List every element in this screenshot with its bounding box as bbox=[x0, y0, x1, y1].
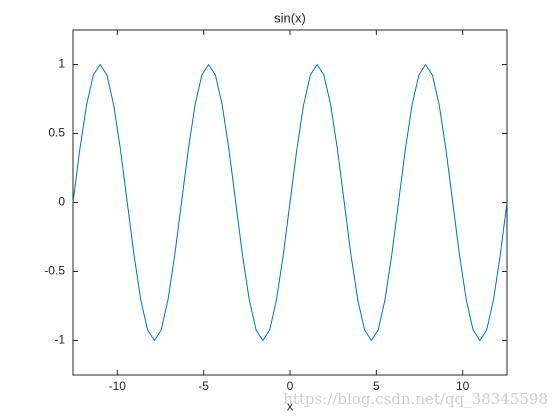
x-axis-label: x bbox=[287, 398, 294, 413]
y-tick-label: -1 bbox=[54, 333, 65, 347]
y-tick-label: 1 bbox=[58, 57, 65, 71]
x-tick-label: 0 bbox=[287, 379, 294, 393]
series-line bbox=[72, 64, 508, 341]
watermark: https://blog.csdn.net/qq_38345598 bbox=[283, 390, 548, 408]
x-tick-label: -5 bbox=[198, 379, 209, 393]
x-tick-label: 10 bbox=[456, 379, 470, 393]
x-tick-label: 5 bbox=[373, 379, 380, 393]
y-tick-label: 0.5 bbox=[48, 126, 65, 140]
chart-title: sin(x) bbox=[274, 10, 306, 25]
x-tick-label: -10 bbox=[109, 379, 127, 393]
y-tick-label: -0.5 bbox=[44, 264, 65, 278]
y-tick-label: 0 bbox=[58, 195, 65, 209]
